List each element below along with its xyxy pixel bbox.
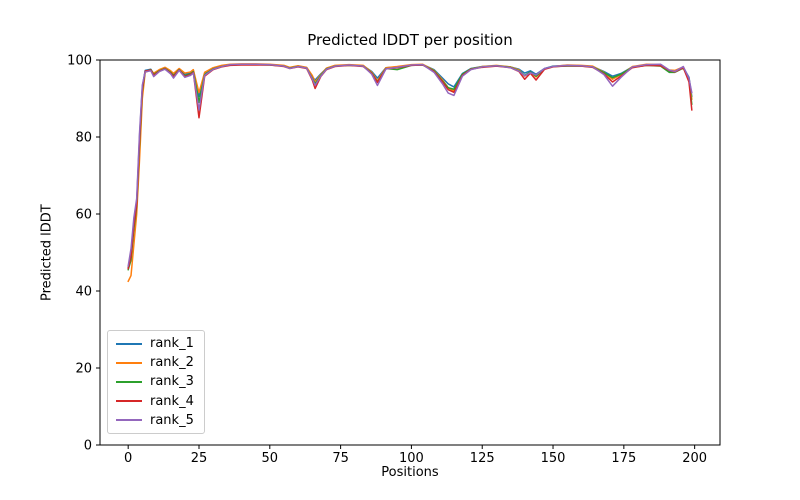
x-tick-label: 125 [470, 451, 495, 466]
legend-item-rank_2: rank_2 [108, 356, 204, 369]
x-axis-label: Positions [381, 465, 439, 480]
legend-label: rank_5 [150, 412, 194, 428]
x-tick-label: 75 [332, 451, 349, 466]
legend-item-rank_4: rank_4 [108, 395, 204, 408]
legend-line-swatch [116, 380, 142, 383]
legend-line-swatch [116, 342, 142, 345]
legend-item-rank_3: rank_3 [108, 375, 204, 388]
legend-label: rank_1 [150, 336, 194, 352]
series-line-rank_3 [127, 63, 693, 271]
y-tick-label: 80 [75, 131, 92, 146]
y-tick-label: 100 [67, 54, 92, 69]
legend-item-rank_5: rank_5 [108, 414, 204, 427]
x-tick-label: 150 [541, 451, 566, 466]
y-tick-label: 0 [84, 439, 92, 454]
x-tick-label: 100 [399, 451, 424, 466]
axes-spines [99, 59, 721, 446]
x-tick-label: 200 [682, 451, 707, 466]
legend-item-rank_1: rank_1 [108, 337, 204, 350]
y-tick-label: 40 [75, 285, 92, 300]
legend-line-swatch [116, 419, 142, 422]
legend-label: rank_3 [150, 374, 194, 390]
legend-line-swatch [116, 361, 142, 364]
series-line-rank_4 [127, 64, 693, 270]
chart-title: Predicted lDDT per position [307, 31, 513, 49]
series-line-rank_1 [127, 63, 693, 269]
x-tick-label: 50 [262, 451, 279, 466]
series-line-rank_5 [127, 63, 693, 267]
y-tick-label: 60 [75, 208, 92, 223]
legend: rank_1 rank_2 rank_3 rank_4 rank_5 [107, 330, 205, 434]
x-tick-label: 25 [191, 451, 208, 466]
legend-label: rank_2 [150, 355, 194, 371]
y-axis-label: Predicted lDDT [39, 204, 55, 301]
x-tick-label: 175 [611, 451, 636, 466]
x-tick-label: 0 [124, 451, 132, 466]
legend-line-swatch [116, 400, 142, 403]
y-tick-label: 20 [75, 362, 92, 377]
series-line-rank_2 [127, 63, 693, 283]
legend-label: rank_4 [150, 393, 194, 409]
